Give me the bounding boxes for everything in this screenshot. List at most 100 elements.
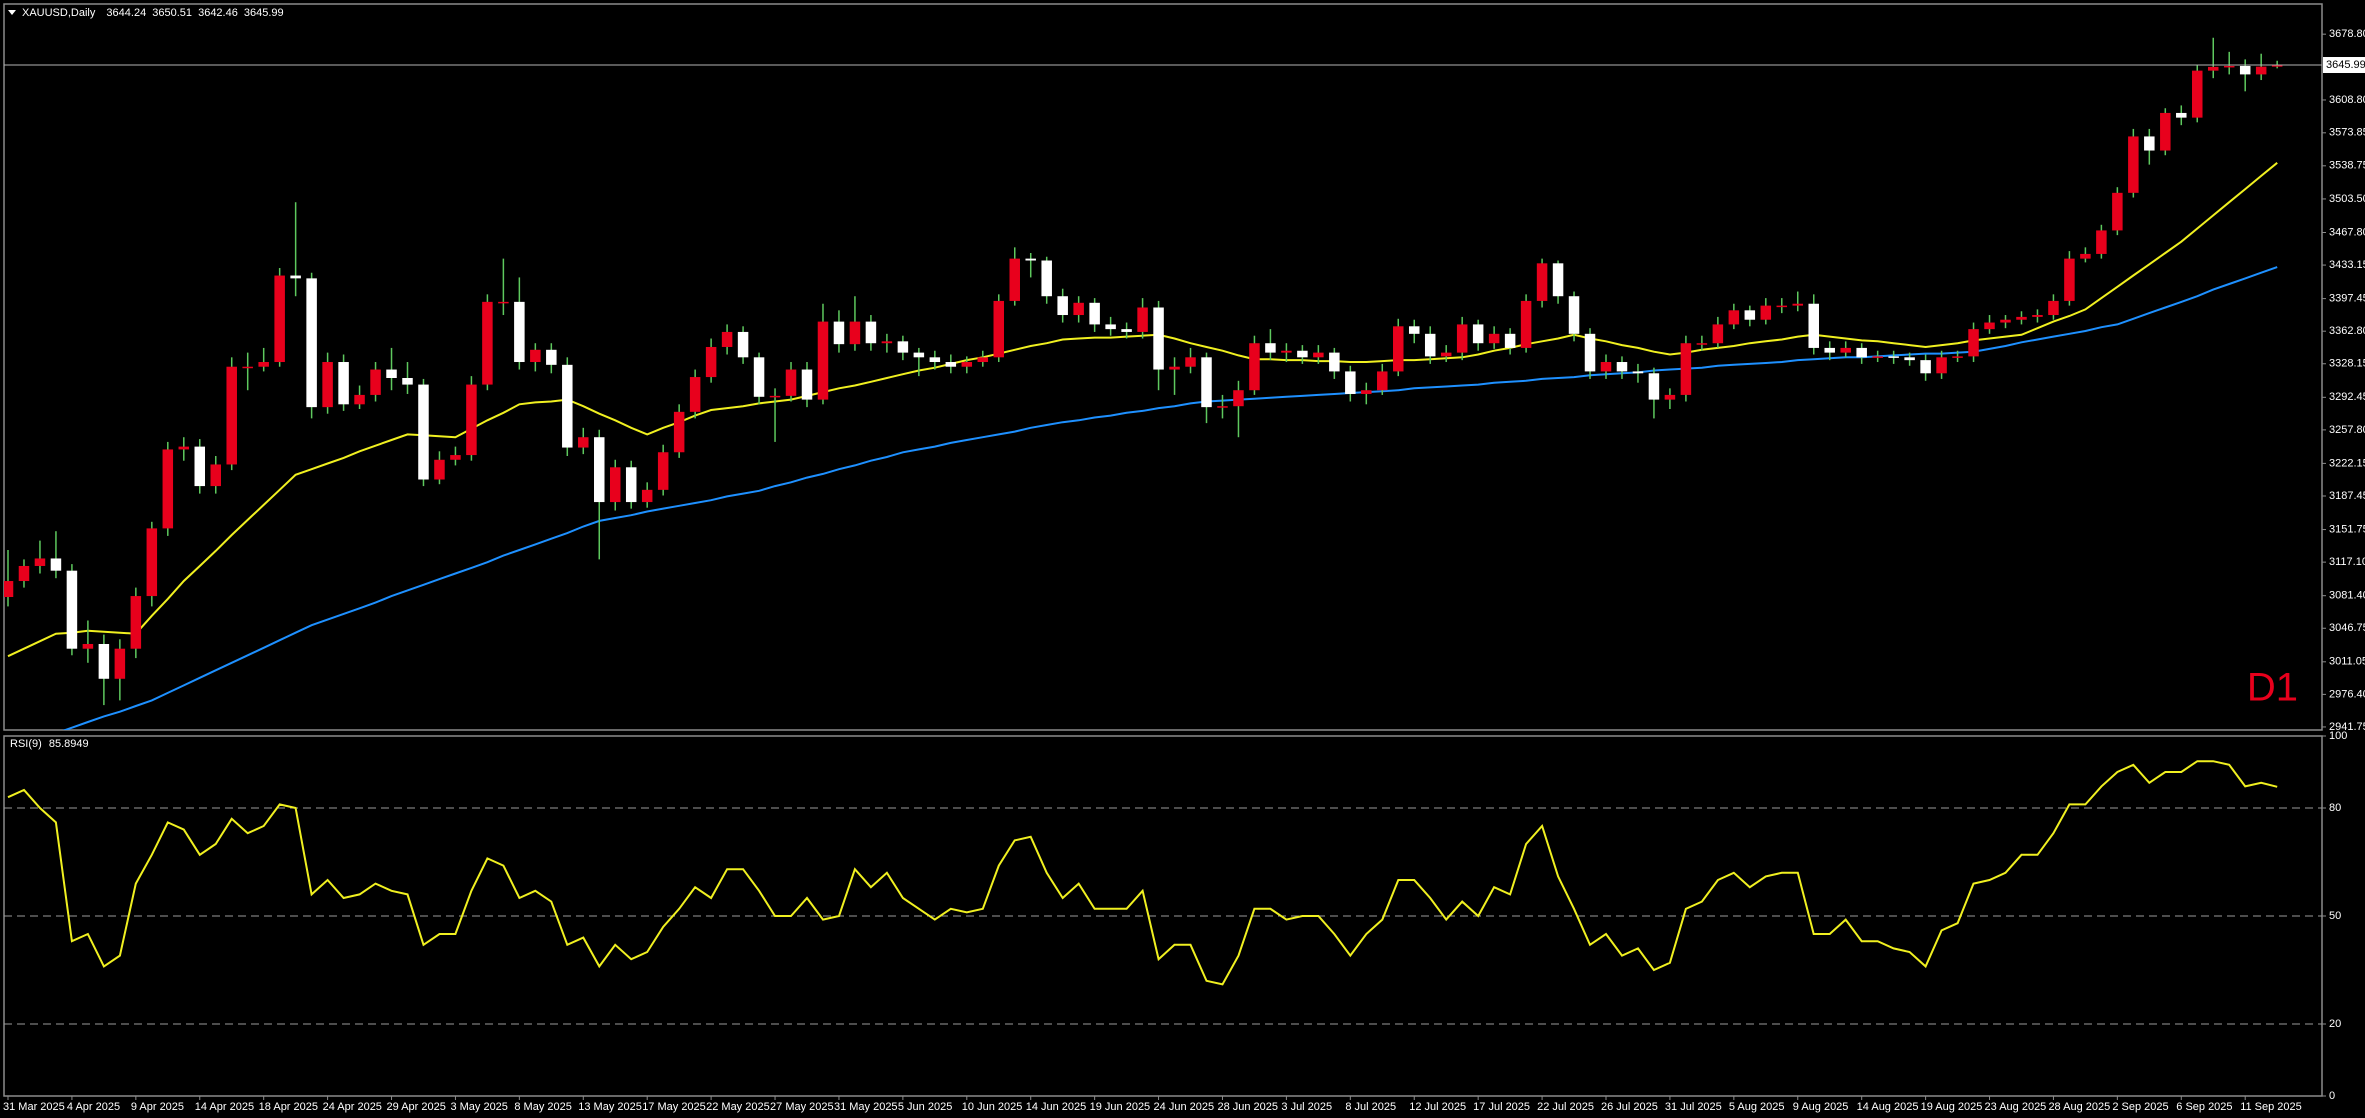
candle-body xyxy=(1089,302,1100,325)
candle-body xyxy=(1329,352,1340,372)
x-tick-label: 4 Apr 2025 xyxy=(67,1101,120,1113)
candle-body xyxy=(530,349,541,363)
candle-body xyxy=(2080,253,2091,259)
x-tick-label: 9 Apr 2025 xyxy=(131,1101,184,1113)
price-header: XAUUSD,Daily 3644.24 3650.51 3642.46 364… xyxy=(22,7,284,19)
panel-menu-arrow[interactable] xyxy=(8,10,16,15)
candle-body xyxy=(1361,390,1372,394)
candle-body xyxy=(1073,302,1084,316)
candle-body xyxy=(146,528,158,597)
candle-body xyxy=(1520,300,1532,348)
candle-body xyxy=(1568,296,1580,334)
candle-body xyxy=(801,369,813,400)
candle-body xyxy=(2064,258,2075,301)
candle-body xyxy=(1760,305,1772,320)
candle-body xyxy=(354,394,365,405)
x-tick-label: 14 Apr 2025 xyxy=(195,1101,254,1113)
candle-body xyxy=(418,384,429,480)
candle-body xyxy=(242,366,253,369)
y-tick-label: 3573.85 xyxy=(2329,127,2365,139)
price-plot xyxy=(4,37,2322,730)
candle-body xyxy=(1281,350,1292,353)
y-tick-label: 3222.15 xyxy=(2329,457,2365,469)
price-panel-frame xyxy=(3,3,2323,731)
candle-body xyxy=(1600,362,1612,372)
candle-body xyxy=(1488,333,1500,344)
candle-body xyxy=(1424,333,1436,357)
candle-body xyxy=(1616,362,1628,372)
candle-body xyxy=(993,300,1005,358)
x-tick-label: 17 May 2025 xyxy=(642,1101,706,1113)
candle-body xyxy=(1984,322,1995,330)
candle-body xyxy=(2048,300,2059,316)
y-tick-label: 3538.75 xyxy=(2329,160,2365,172)
candle-body xyxy=(466,384,477,456)
y-tick-label: 3608.80 xyxy=(2329,94,2365,106)
y-tick-label: 3081.40 xyxy=(2329,590,2365,602)
candle-body xyxy=(1201,357,1212,408)
candle-body xyxy=(2000,319,2011,323)
candle-body xyxy=(2255,66,2267,75)
candle-body xyxy=(18,565,30,582)
candle-body xyxy=(689,377,701,412)
y-tick-label: 80 xyxy=(2329,802,2341,814)
candle-body xyxy=(578,437,589,448)
y-tick-label: 3046.75 xyxy=(2329,622,2365,634)
candle-body xyxy=(977,357,989,363)
candle-body xyxy=(1456,324,1468,353)
candle-body xyxy=(1584,333,1596,372)
candle-body xyxy=(1265,343,1276,353)
y-tick-label: 2941.75 xyxy=(2329,721,2365,733)
candle-body xyxy=(498,301,509,304)
candle-body xyxy=(2112,192,2123,231)
header-close: 3645.99 xyxy=(244,7,284,19)
y-tick-label: 3011.05 xyxy=(2329,656,2365,668)
header-open: 3644.24 xyxy=(106,7,146,19)
candle-body xyxy=(34,558,46,566)
y-tick-label: 100 xyxy=(2329,730,2347,742)
x-tick-label: 22 Jul 2025 xyxy=(1537,1101,1594,1113)
candle-body xyxy=(514,301,525,363)
rsi-plot xyxy=(4,760,2322,1025)
candle-body xyxy=(562,364,573,448)
candle-body xyxy=(1536,263,1548,301)
candle-body xyxy=(1648,373,1660,400)
last-price-box xyxy=(2323,57,2365,74)
candle-body xyxy=(1009,258,1020,301)
x-tick-label: 14 Aug 2025 xyxy=(1857,1101,1919,1113)
candle-body xyxy=(2144,136,2155,151)
candle-body xyxy=(1440,352,1452,357)
x-tick-label: 18 Apr 2025 xyxy=(259,1101,318,1113)
candle-body xyxy=(721,331,733,347)
candle-body xyxy=(1169,366,1180,370)
candle-body xyxy=(1313,352,1324,358)
candle-body xyxy=(1808,303,1819,348)
candle-body xyxy=(1504,333,1516,348)
candle-body xyxy=(434,459,445,480)
x-tick-label: 31 May 2025 xyxy=(834,1101,898,1113)
y-tick-label: 50 xyxy=(2329,910,2341,922)
y-tick-label: 3257.80 xyxy=(2329,424,2365,436)
candle-body xyxy=(1968,329,1979,357)
x-tick-label: 13 May 2025 xyxy=(578,1101,642,1113)
candle-body xyxy=(2096,230,2107,254)
candle-body xyxy=(338,362,349,405)
candle-body xyxy=(1041,260,1052,297)
candle-body xyxy=(386,369,397,378)
x-tick-label: 31 Mar 2025 xyxy=(3,1101,65,1113)
candle-body xyxy=(1137,307,1148,332)
candle-body xyxy=(1920,360,1931,374)
candle-body xyxy=(50,558,62,571)
y-tick-label: 3328.15 xyxy=(2329,358,2365,370)
y-tick-label: 20 xyxy=(2329,1018,2341,1030)
candle-body xyxy=(1792,303,1804,306)
x-tick-label: 17 Jul 2025 xyxy=(1473,1101,1530,1113)
candle-body xyxy=(402,377,413,385)
y-tick-label: 3362.80 xyxy=(2329,325,2365,337)
candle-body xyxy=(1121,329,1132,332)
x-tick-label: 3 May 2025 xyxy=(450,1101,507,1113)
candle-body xyxy=(1552,263,1564,297)
y-tick-label: 0 xyxy=(2329,1090,2335,1102)
